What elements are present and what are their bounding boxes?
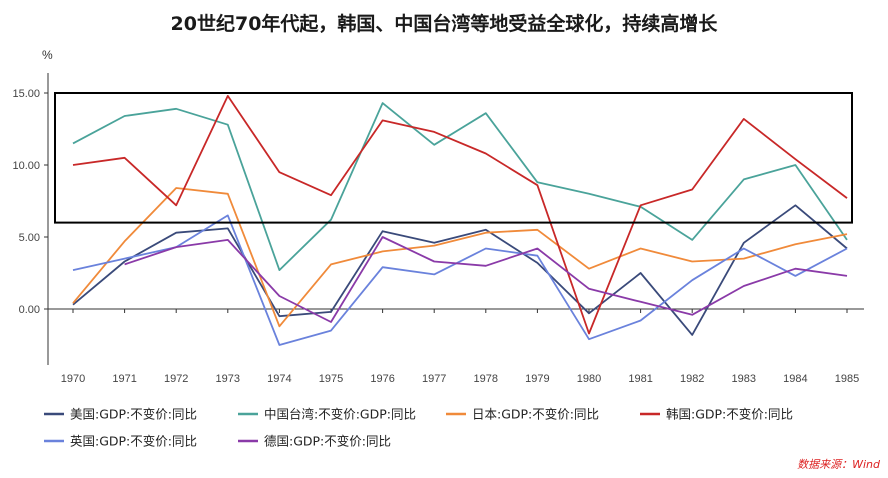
x-tick-label: 1971	[112, 373, 136, 385]
x-ticks: 1970 1971 1972 1973 1974 1975 1976 1977 1978 1979…	[61, 309, 859, 385]
legend-label: 英国:GDP:不变价:同比	[70, 434, 197, 449]
x-tick-label: 1985	[835, 373, 859, 385]
x-tick-label: 1982	[680, 373, 704, 385]
legend-label: 韩国:GDP:不变价:同比	[666, 407, 793, 422]
x-tick-label: 1975	[319, 373, 343, 385]
series-line	[72, 214, 848, 346]
y-tick-label: 0.00	[19, 304, 40, 316]
x-tick-label: 1974	[267, 373, 291, 385]
x-tick-label: 1973	[216, 373, 240, 385]
series-line	[72, 187, 848, 328]
chart-title: 20世纪70年代起，韩国、中国台湾等地受益全球化，持续高增长	[171, 12, 719, 35]
legend-label: 德国:GDP:不变价:同比	[264, 434, 391, 449]
series-line	[72, 95, 848, 335]
x-tick-label: 1970	[61, 373, 85, 385]
x-tick-label: 1979	[525, 373, 549, 385]
y-axis-unit: %	[42, 48, 53, 62]
x-tick-label: 1977	[422, 373, 446, 385]
series-line	[72, 102, 848, 271]
x-tick-label: 1976	[370, 373, 394, 385]
x-tick-label: 1980	[577, 373, 601, 385]
axes	[47, 73, 864, 365]
series-lines	[72, 95, 848, 346]
legend-label: 美国:GDP:不变价:同比	[70, 407, 197, 422]
y-tick-label: 5.00	[19, 232, 40, 244]
highlight-box	[54, 92, 853, 224]
x-tick-label: 1972	[164, 373, 188, 385]
x-tick-label: 1984	[783, 373, 807, 385]
x-tick-label: 1983	[732, 373, 756, 385]
x-tick-label: 1981	[628, 373, 652, 385]
legend-label: 中国台湾:不变价:GDP:同比	[264, 407, 416, 422]
legend-label: 日本:GDP:不变价:同比	[472, 407, 599, 422]
series-line	[72, 204, 848, 336]
legend: 美国:GDP:不变价:同比 中国台湾:不变价:GDP:同比 日本:GDP:不变价:同…	[44, 407, 793, 449]
data-source: 数据来源：Wind	[797, 458, 881, 471]
y-ticks: 15.00 10.00 5.00 0.00	[12, 88, 48, 316]
y-tick-label: 10.00	[12, 160, 40, 172]
series-line	[124, 236, 848, 323]
y-tick-label: 15.00	[12, 88, 40, 100]
x-tick-label: 1978	[474, 373, 498, 385]
